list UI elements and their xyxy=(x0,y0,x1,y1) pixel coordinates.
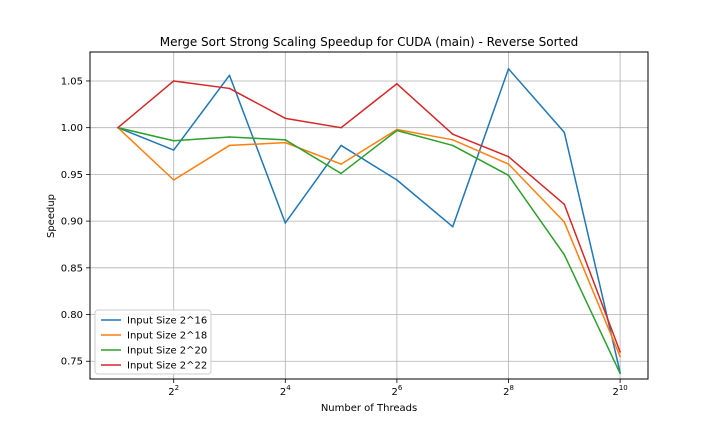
data-point xyxy=(563,253,566,256)
data-point xyxy=(284,139,287,141)
y-tick-label: 0.90 xyxy=(61,217,83,228)
y-tick-label: 1.00 xyxy=(61,123,83,134)
chart-title: Merge Sort Strong Scaling Speedup for CU… xyxy=(160,35,578,49)
legend-label: Input Size 2^22 xyxy=(127,361,207,372)
y-tick-label: 0.85 xyxy=(61,263,83,274)
x-tick-label: 26 xyxy=(391,384,402,398)
data-point xyxy=(451,139,454,141)
data-point xyxy=(172,149,175,151)
x-tick-label: 210 xyxy=(612,384,627,398)
data-point xyxy=(507,163,510,165)
x-tick-label: 28 xyxy=(503,384,514,398)
x-tick-label: 24 xyxy=(280,384,291,398)
data-point xyxy=(228,74,231,77)
data-point xyxy=(563,221,566,223)
series-line xyxy=(117,127,621,357)
data-point xyxy=(507,68,510,70)
data-point xyxy=(172,179,175,181)
data-point xyxy=(340,163,342,165)
data-point xyxy=(619,351,621,353)
x-axis-label: Number of Threads xyxy=(321,403,417,414)
legend-box xyxy=(94,309,212,375)
data-point xyxy=(507,174,510,177)
data-point xyxy=(340,144,342,147)
data-point xyxy=(284,117,287,120)
y-tick-label: 0.80 xyxy=(61,310,83,321)
data-point xyxy=(619,355,621,358)
data-point xyxy=(619,372,621,375)
data-point xyxy=(563,131,566,134)
series-3 xyxy=(117,126,621,375)
data-point xyxy=(228,87,231,90)
legend-label: Input Size 2^16 xyxy=(127,316,207,327)
data-point xyxy=(563,203,566,206)
data-point xyxy=(451,225,454,228)
data-point xyxy=(340,126,342,129)
y-axis: 0.75 0.80 0.85 0.90 0.95 1.00 1.05 xyxy=(61,76,90,368)
x-tick-label: 22 xyxy=(168,384,179,398)
series-line xyxy=(117,68,621,373)
x-axis: 22 24 26 28 210 xyxy=(168,379,628,398)
data-point xyxy=(451,133,454,136)
data-point xyxy=(284,141,287,144)
data-point xyxy=(284,222,287,224)
y-axis-label: Speedup xyxy=(46,194,57,238)
data-point xyxy=(396,82,398,85)
series-line xyxy=(117,80,621,353)
series-2 xyxy=(117,126,621,358)
legend-label: Input Size 2^20 xyxy=(127,346,207,357)
y-tick-label: 1.05 xyxy=(61,76,83,87)
data-point xyxy=(396,179,398,181)
legend-label: Input Size 2^18 xyxy=(127,331,207,342)
data-point xyxy=(172,80,175,82)
data-point xyxy=(228,144,231,147)
data-point xyxy=(228,136,231,138)
y-tick-label: 0.75 xyxy=(61,357,83,368)
data-point xyxy=(340,172,342,175)
data-point xyxy=(451,144,454,147)
series-layer xyxy=(117,68,621,375)
plot-frame xyxy=(89,51,649,380)
gridlines xyxy=(90,52,648,379)
series-4 xyxy=(117,80,621,353)
data-point xyxy=(396,129,398,132)
data-point xyxy=(117,126,119,129)
series-line xyxy=(117,126,621,374)
y-tick-label: 0.95 xyxy=(61,170,83,181)
data-point xyxy=(172,139,175,142)
legend: Input Size 2^16 Input Size 2^18 Input Size… xyxy=(94,309,212,375)
data-point xyxy=(507,155,510,158)
